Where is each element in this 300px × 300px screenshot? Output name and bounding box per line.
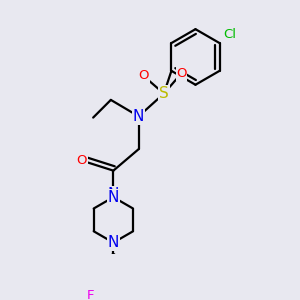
Text: S: S xyxy=(159,86,169,101)
Text: N: N xyxy=(108,187,119,202)
Text: O: O xyxy=(138,69,149,82)
Text: N: N xyxy=(133,109,144,124)
Text: O: O xyxy=(176,67,187,80)
Text: O: O xyxy=(76,154,87,167)
Text: Cl: Cl xyxy=(223,28,236,40)
Text: N: N xyxy=(108,235,119,250)
Text: F: F xyxy=(86,289,94,300)
Text: N: N xyxy=(108,190,119,205)
